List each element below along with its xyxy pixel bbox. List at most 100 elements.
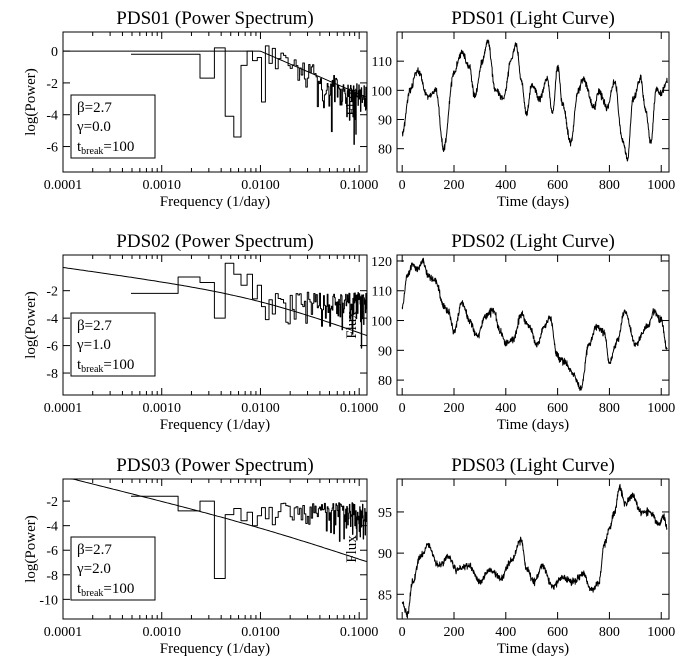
x-tick-label: 0.1000 — [340, 178, 379, 193]
x-tick-label: 200 — [443, 401, 464, 416]
x-ticks: 0.0001 0.0010 0.0100 0.1000 — [44, 32, 379, 193]
beta-value: β=2.7 — [77, 318, 112, 334]
x-tick-label: 0 — [399, 178, 406, 193]
y-tick-label: -6 — [46, 544, 58, 559]
y-tick-label: 85 — [378, 588, 392, 603]
panel-title: PDS02 (Light Curve) — [451, 231, 615, 252]
plot-frame — [62, 254, 368, 396]
panel-title: PDS01 (Light Curve) — [451, 8, 615, 29]
x-tick-label: 0.0001 — [44, 625, 83, 640]
x-axis-label: Time (days) — [497, 641, 569, 657]
plot-frame — [396, 31, 670, 173]
panel-title: PDS02 (Power Spectrum) — [116, 231, 313, 252]
plot-area — [401, 39, 668, 162]
x-ticks: 0 200 400 600 800 1000 — [399, 479, 675, 640]
panel-pds01-power: PDS01 (Power Spectrum) 0.0001 0.0010 0.010… — [23, 8, 378, 210]
y-tick-label: -2 — [46, 285, 58, 300]
x-tick-label: 400 — [495, 178, 516, 193]
y-tick-label: -8 — [46, 569, 58, 584]
panel-title: PDS01 (Power Spectrum) — [116, 8, 313, 29]
x-tick-label: 800 — [599, 178, 620, 193]
tbreak-subscript: break — [81, 146, 103, 157]
x-tick-label: 0.0010 — [142, 178, 181, 193]
x-tick-label: 0.0001 — [44, 178, 83, 193]
y-ticks: -2 -4 -6 -8 — [46, 285, 367, 382]
plot-area — [63, 45, 368, 145]
y-tick-label: -4 — [46, 520, 58, 535]
plot-area — [63, 478, 368, 579]
tbreak-number: =100 — [103, 357, 134, 373]
x-tick-label: 0 — [399, 625, 406, 640]
plot-frame — [396, 254, 670, 396]
panel-pds02-power: PDS02 (Power Spectrum) 0.0001 0.0010 0.010… — [23, 231, 378, 433]
x-tick-label: 200 — [443, 625, 464, 640]
x-tick-label: 400 — [495, 401, 516, 416]
x-axis-label: Frequency (1/day) — [160, 194, 270, 210]
panel-pds03-light: PDS03 (Light Curve) 0 200 400 600 800 1000 85… — [344, 455, 675, 657]
x-tick-label: 0.0010 — [142, 401, 181, 416]
panel-title: PDS03 (Power Spectrum) — [116, 455, 313, 476]
y-tick-label: 100 — [371, 84, 392, 99]
x-tick-label: 400 — [495, 625, 516, 640]
x-tick-label: 600 — [547, 178, 568, 193]
plot-area — [401, 257, 668, 391]
y-tick-label: 110 — [372, 285, 392, 300]
y-axis-label: log(Power) — [23, 291, 39, 359]
x-tick-label: 800 — [599, 401, 620, 416]
y-tick-label: -8 — [46, 367, 58, 382]
panel-pds03-power: PDS03 (Power Spectrum) 0.0001 0.0010 0.010… — [23, 455, 378, 657]
gamma-value: γ=1.0 — [76, 337, 111, 353]
panel-pds01-light: PDS01 (Light Curve) 0 200 400 600 800 1000 80… — [344, 8, 675, 210]
power-spectrum-series — [131, 262, 367, 349]
light-curve-series — [401, 39, 668, 162]
y-ticks: 0 -2 -4 -6 — [46, 45, 367, 156]
gamma-value: γ=0.0 — [76, 119, 111, 135]
x-axis-label: Frequency (1/day) — [160, 417, 270, 433]
plot-area — [62, 262, 368, 349]
x-tick-label: 600 — [547, 401, 568, 416]
x-tick-label: 0.0100 — [241, 401, 280, 416]
tbreak-symbol: t — [77, 581, 82, 597]
y-axis-label: Flux — [344, 535, 360, 563]
x-ticks: 0 200 400 600 800 1000 — [399, 255, 675, 416]
y-tick-label: -2 — [46, 495, 58, 510]
model-line — [63, 50, 368, 98]
tbreak-value: tbreak=100 — [77, 357, 134, 375]
model-line — [62, 267, 368, 337]
tbreak-value: tbreak=100 — [77, 139, 134, 157]
y-ticks: 80 90 100 110 120 — [371, 255, 669, 389]
parameter-box-frame — [70, 94, 156, 159]
x-tick-label: 600 — [547, 625, 568, 640]
y-ticks: 80 90 100 110 — [371, 55, 669, 158]
tbreak-symbol: t — [77, 139, 82, 155]
y-tick-label: 100 — [371, 315, 392, 330]
y-tick-label: 80 — [378, 143, 392, 158]
x-tick-label: 200 — [443, 178, 464, 193]
tbreak-value: tbreak=100 — [77, 581, 134, 599]
tbreak-symbol: t — [77, 357, 82, 373]
tbreak-number: =100 — [103, 139, 134, 155]
parameter-box: β=2.7 γ=2.0 tbreak=100 — [70, 536, 156, 601]
plot-frame — [62, 478, 368, 620]
y-tick-label: -2 — [46, 77, 58, 92]
gamma-value: γ=2.0 — [76, 561, 111, 577]
x-tick-label: 1000 — [647, 178, 675, 193]
y-axis-label: log(Power) — [23, 515, 39, 583]
plot-frame — [396, 478, 670, 620]
y-axis-label: Flux — [344, 88, 360, 116]
tbreak-subscript: break — [81, 588, 103, 599]
x-ticks: 0.0001 0.0010 0.0100 0.1000 — [44, 255, 378, 416]
model-line — [63, 478, 368, 563]
x-tick-label: 800 — [599, 625, 620, 640]
parameter-box-frame — [70, 536, 156, 601]
y-tick-label: 90 — [378, 344, 392, 359]
x-ticks: 0 200 400 600 800 1000 — [399, 32, 675, 193]
x-axis-label: Time (days) — [497, 194, 569, 210]
x-tick-label: 0.0001 — [44, 401, 83, 416]
y-tick-label: 110 — [372, 55, 392, 70]
x-tick-label: 0.1000 — [340, 625, 379, 640]
x-tick-label: 1000 — [647, 401, 675, 416]
light-curve-series — [401, 257, 668, 391]
y-tick-label: 120 — [371, 255, 392, 270]
